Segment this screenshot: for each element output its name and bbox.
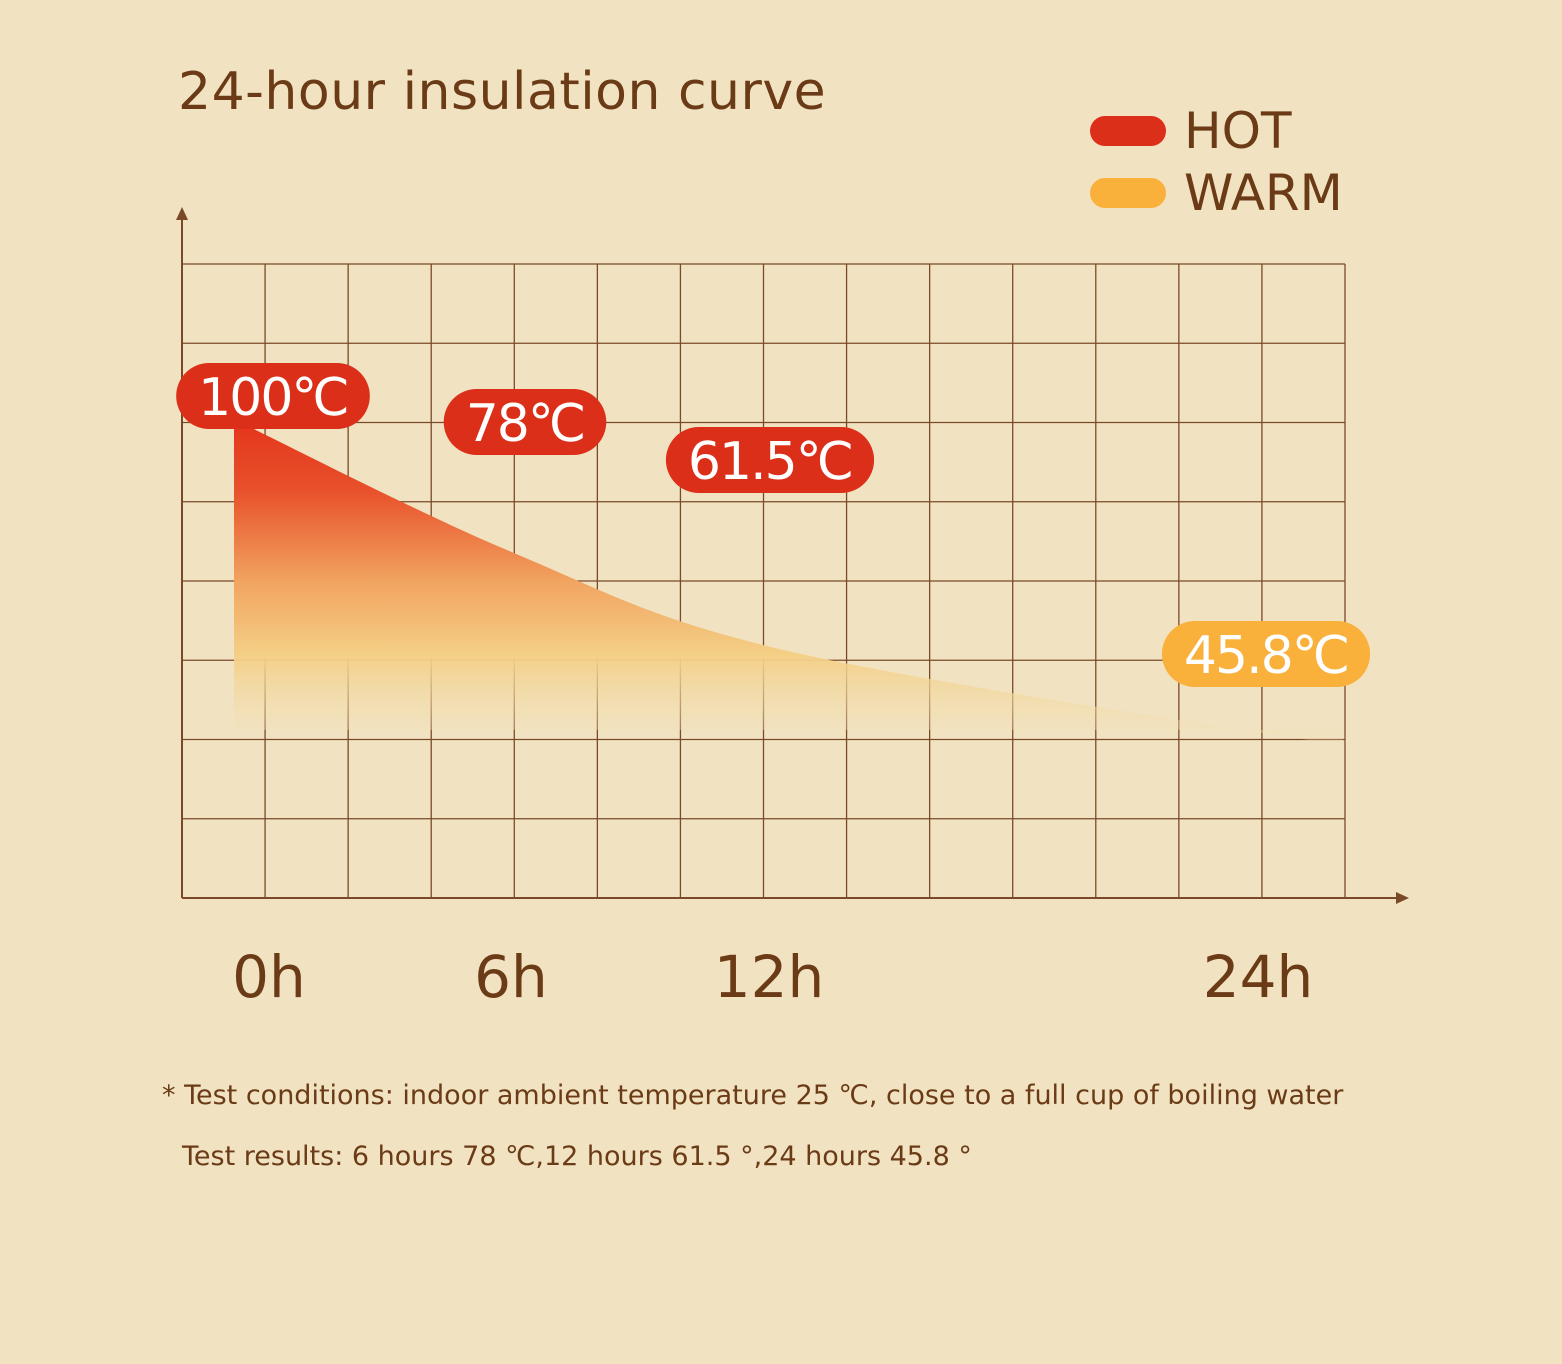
x-tick-label: 12h <box>714 943 825 1011</box>
point-label-pill <box>1161 621 1371 687</box>
point-label-text: 100℃ <box>198 368 348 428</box>
point-label: 61.5℃ <box>665 427 875 493</box>
point-label: 45.8℃ <box>1161 621 1371 687</box>
point-label-pill <box>443 389 607 455</box>
x-tick-label: 6h <box>474 943 548 1011</box>
point-label-text: 45.8℃ <box>1184 626 1348 686</box>
x-axis-arrow <box>1396 892 1409 904</box>
x-tick-label: 24h <box>1203 943 1314 1011</box>
point-label: 100℃ <box>176 363 370 429</box>
point-label-pill <box>665 427 875 493</box>
legend-label-warm: WARM <box>1184 164 1343 222</box>
legend-item-hot: HOT <box>1090 100 1343 162</box>
y-axis-arrow <box>176 207 188 220</box>
chart-title: 24-hour insulation curve <box>178 62 827 122</box>
x-tick-labels: 0h 6h 12h 24h <box>232 943 1313 1011</box>
area-layer <box>234 419 1343 746</box>
point-label-text: 78℃ <box>466 394 585 454</box>
temperature-area <box>234 419 1343 746</box>
axes <box>176 207 1409 904</box>
legend-item-warm: WARM <box>1090 162 1343 224</box>
legend-label-hot: HOT <box>1184 102 1292 160</box>
point-labels: 100℃ 78℃ 61.5℃ 45.8℃ <box>176 363 1371 687</box>
test-results-note: Test results: 6 hours 78 ℃,12 hours 61.5… <box>182 1141 972 1172</box>
point-label: 78℃ <box>443 389 607 455</box>
legend-swatch-hot <box>1090 116 1166 146</box>
x-tick-label: 0h <box>232 943 306 1011</box>
legend: HOT WARM <box>1090 100 1343 224</box>
test-conditions-note: * Test conditions: indoor ambient temper… <box>162 1080 1344 1111</box>
legend-swatch-warm <box>1090 178 1166 208</box>
point-label-text: 61.5℃ <box>688 432 852 492</box>
point-label-pill <box>176 363 370 429</box>
